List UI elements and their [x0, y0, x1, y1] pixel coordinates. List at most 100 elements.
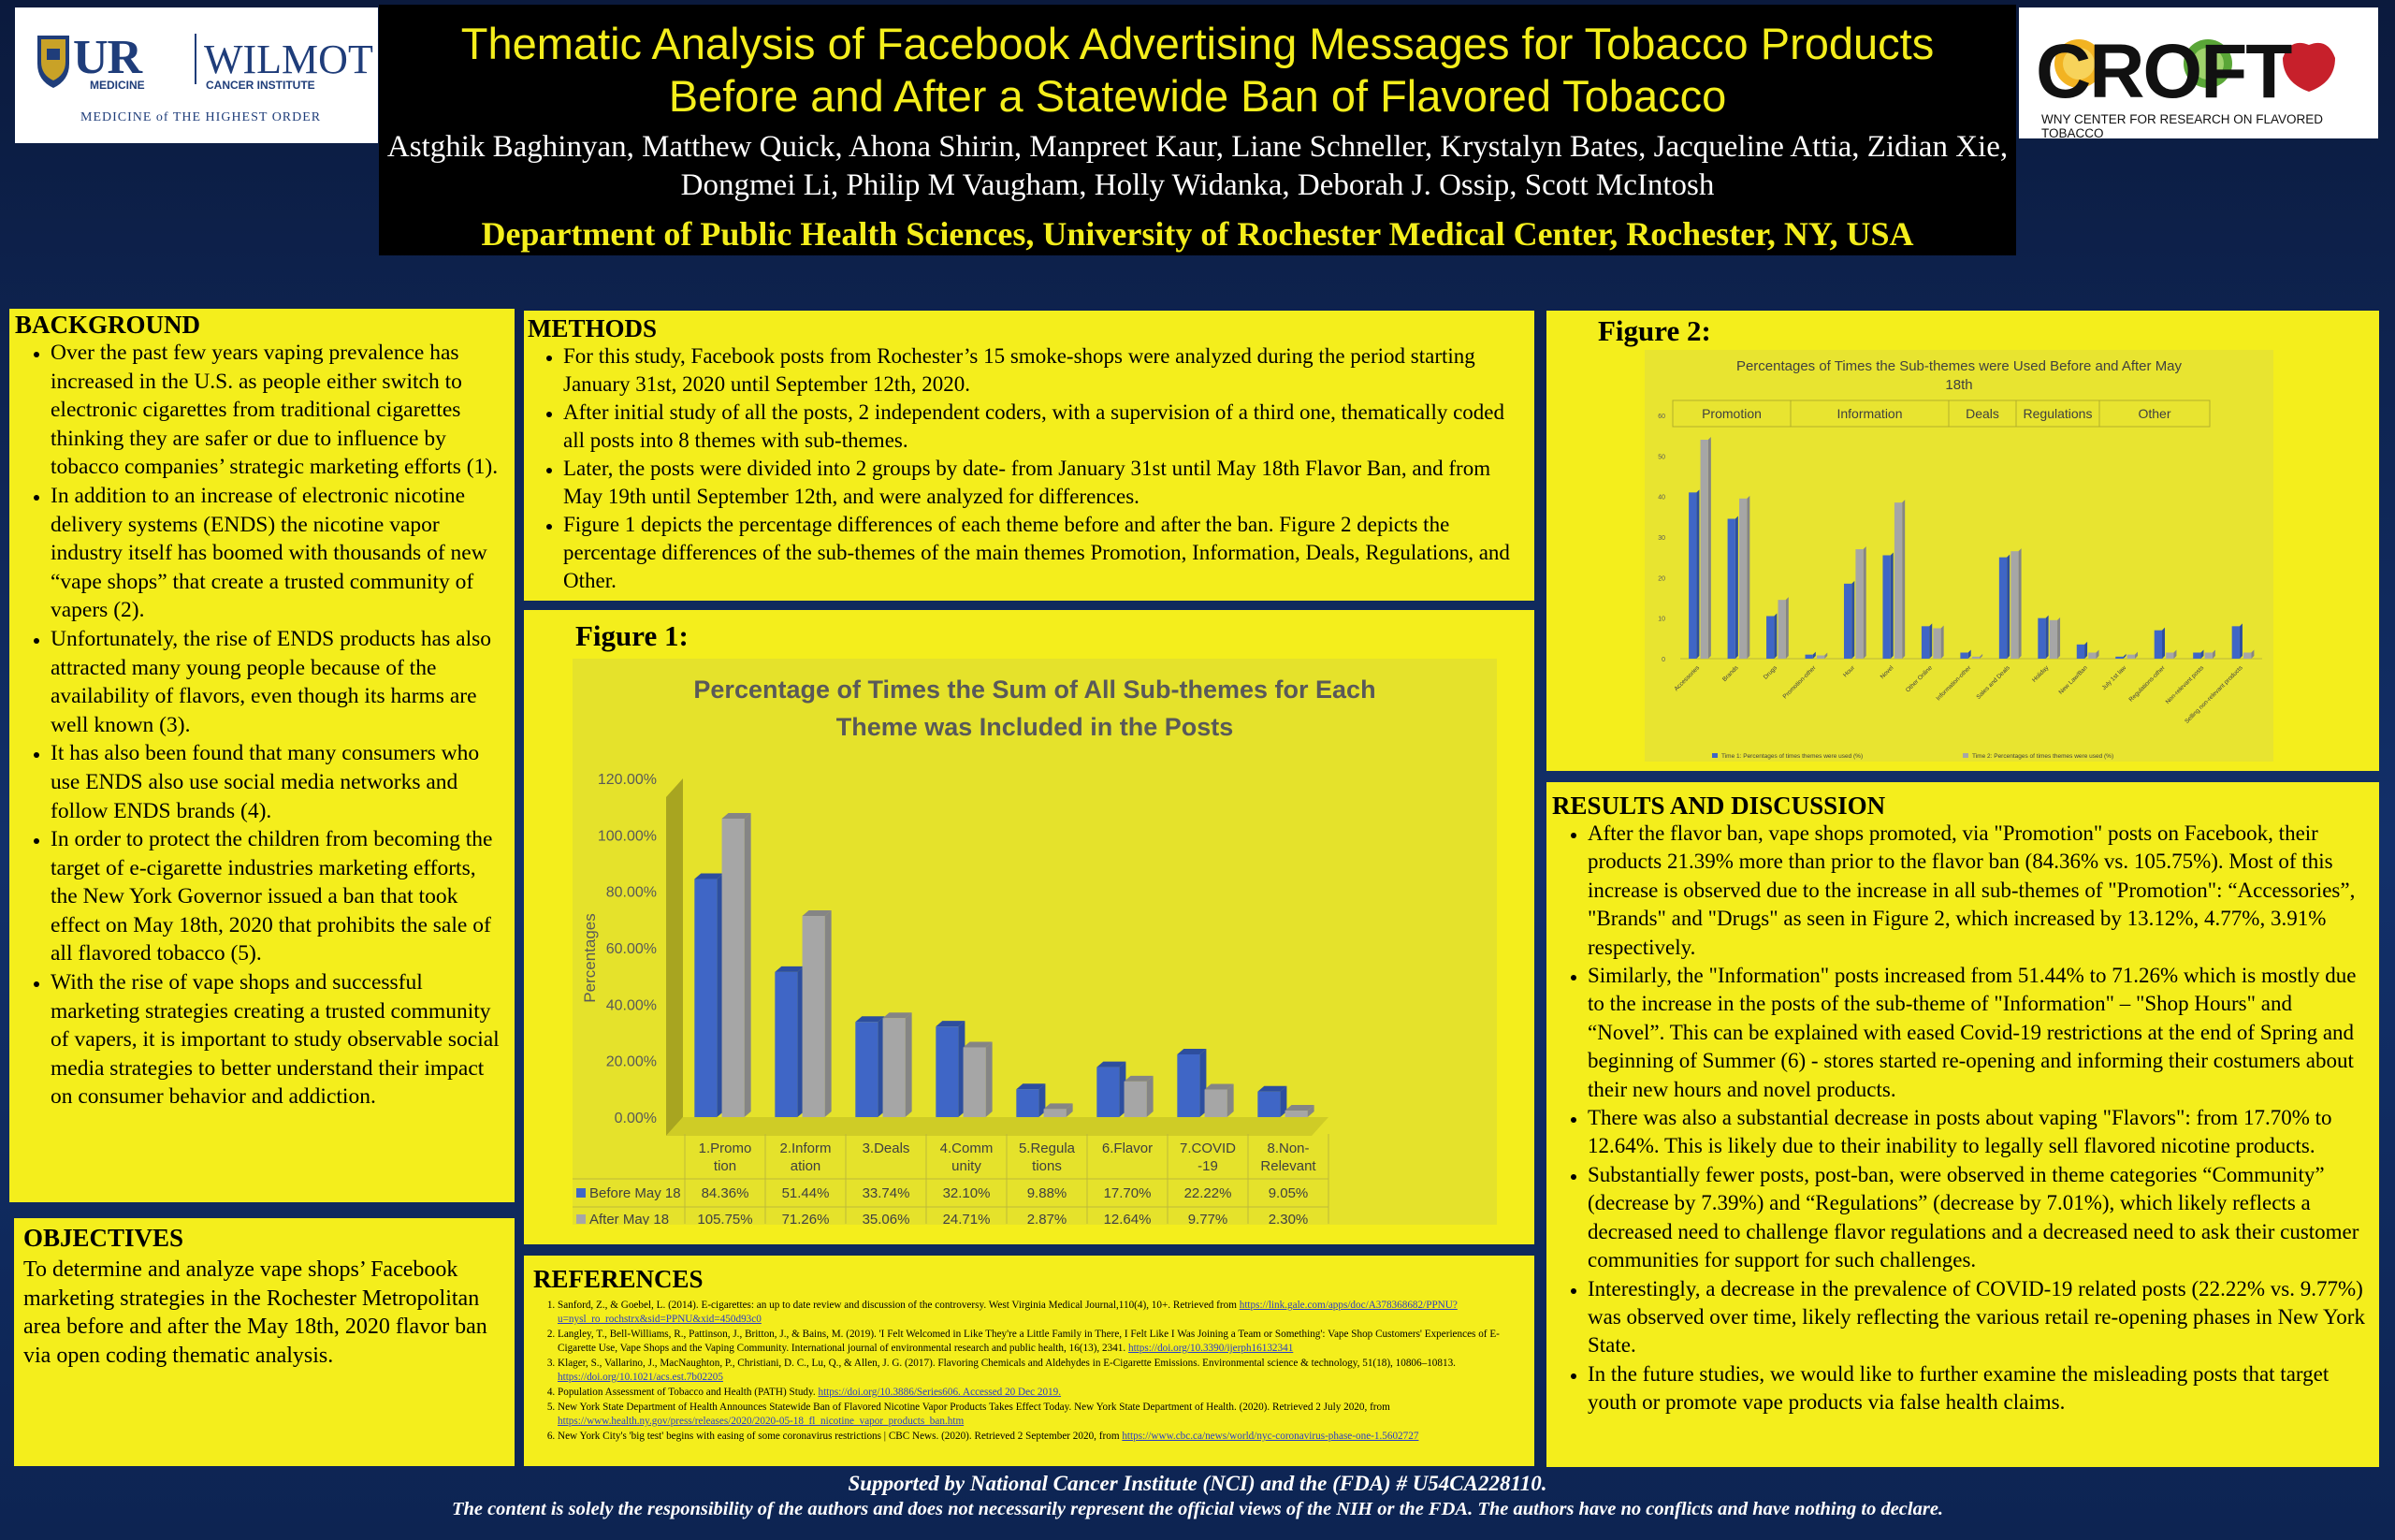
chart-y-ticks: 0 10 20 30 40 50 60	[1658, 414, 2262, 663]
ur-tagline: MEDICINE of THE HIGHEST ORDER	[80, 110, 322, 124]
bar-side	[2123, 653, 2126, 659]
y-tick-label: 40	[1658, 495, 1665, 501]
list-item: For this study, Facebook posts from Roch…	[563, 342, 1527, 399]
bar-side	[985, 1041, 993, 1117]
bar-top	[694, 873, 724, 879]
bar-side	[2096, 649, 2099, 659]
bar-time2	[2088, 652, 2097, 659]
chart-data-table: 1.Promo tion 84.36% 105.75% 2.Inform ation 51.…	[573, 1134, 1329, 1225]
bar-time2	[2010, 551, 2019, 659]
y-tick-label: 100.00%	[598, 828, 657, 844]
bar-side	[2212, 649, 2215, 659]
reference-link[interactable]: https://doi.org/10.3886/Series606. Acces…	[818, 1387, 1062, 1398]
figure1-section: Figure 1: Percentage of Times the Sum of…	[524, 610, 1534, 1244]
bar-time2	[1778, 600, 1786, 659]
bar-before	[1257, 1091, 1281, 1117]
legend-label-before: Before May 18	[589, 1185, 681, 1201]
bar-before	[1096, 1067, 1120, 1117]
bar-after	[882, 1018, 906, 1117]
bar-side	[1785, 597, 1789, 659]
bar-time1	[2193, 652, 2201, 659]
list-item: In order to protect the children from be…	[51, 825, 507, 968]
bar-side	[1735, 516, 1738, 659]
bar-after	[1204, 1089, 1227, 1117]
background-list: Over the past few years vaping prevalenc…	[15, 339, 507, 1111]
bar-time1	[2231, 626, 2240, 659]
reference-link[interactable]: https://www.cbc.ca/news/world/nyc-corona…	[1122, 1431, 1419, 1442]
chart-side-wall	[666, 778, 683, 1136]
reference-item: Klager, S., Vallarino, J., MacNaughton, …	[558, 1357, 1527, 1385]
group-header-label: Regulations	[2024, 406, 2093, 421]
bar-top	[1257, 1085, 1287, 1092]
bar-time2	[1816, 655, 1825, 659]
bar-side	[1940, 625, 1944, 659]
bar-side	[824, 910, 832, 1117]
data-label-after: 9.77%	[1188, 1212, 1228, 1225]
data-label-after: 24.71%	[943, 1212, 991, 1225]
bar-side	[2007, 554, 2010, 659]
data-label-before: 9.05%	[1269, 1185, 1309, 1201]
reference-link[interactable]: https://www.health.ny.gov/press/releases…	[558, 1416, 965, 1427]
bar-side	[1851, 580, 1855, 659]
bar-time1	[1766, 616, 1775, 659]
bar-time1	[1960, 652, 1968, 659]
list-item: Similarly, the "Information" posts incre…	[1588, 962, 2372, 1104]
group-header-label: Promotion	[1702, 406, 1762, 421]
methods-list: For this study, Facebook posts from Roch…	[528, 342, 1527, 595]
objectives-title: OBJECTIVES	[23, 1224, 184, 1252]
data-label-before: 84.36%	[702, 1185, 749, 1201]
bar-time1	[2115, 656, 2124, 659]
x-category-label: Relevant	[1260, 1158, 1316, 1174]
bar-time1	[1843, 583, 1852, 659]
reference-link[interactable]: https://link.gale.com/apps/doc/A37836868…	[558, 1300, 1458, 1325]
group-header-label: Other	[2138, 406, 2170, 421]
reference-link[interactable]: https://doi.org/10.3390/ijerph16132341	[1127, 1343, 1294, 1354]
ur-wordmark: UR	[73, 31, 142, 84]
bar-time2	[2049, 619, 2058, 659]
bar-time2	[1739, 498, 1748, 659]
reference-item: Sanford, Z., & Goebel, L. (2014). E-ciga…	[558, 1299, 1527, 1327]
bar-side	[1929, 623, 1933, 659]
bar-time2	[2166, 652, 2174, 659]
bar-time1	[2076, 644, 2085, 659]
department-line: Department of Public Health Sciences, Un…	[481, 215, 1914, 253]
bar-time1	[1998, 557, 2008, 659]
data-label-before: 51.44%	[782, 1185, 830, 1201]
bar-before	[1016, 1089, 1039, 1117]
bar-side	[2200, 649, 2204, 659]
bar-side	[2239, 623, 2243, 659]
bar-time2	[2204, 652, 2213, 659]
bar-before	[775, 971, 798, 1117]
bar-top	[1043, 1103, 1073, 1110]
data-label-after: 12.64%	[1104, 1212, 1152, 1225]
legend-swatch-before	[576, 1188, 586, 1198]
bar-top	[963, 1041, 993, 1048]
list-item: Unfortunately, the rise of ENDS products…	[51, 625, 507, 739]
croft-logo: CROFT WNY CENTER FOR RESEARCH ON FLAVORE…	[2019, 7, 2378, 140]
data-label-before: 17.70%	[1104, 1185, 1152, 1201]
results-title: RESULTS AND DISCUSSION	[1552, 792, 1886, 820]
croft-fruit-icon	[2054, 39, 2335, 92]
x-category-label: 8.Non-	[1267, 1140, 1309, 1156]
y-tick-label: 0	[1662, 657, 1665, 663]
bar-time2	[2243, 652, 2252, 659]
results-section: RESULTS AND DISCUSSION After the flavor …	[1546, 782, 2379, 1467]
bar-time2	[1855, 549, 1864, 659]
chart-title-line2: 18th	[1945, 377, 1972, 393]
chart-y-axis-title: Percentages	[581, 913, 599, 1002]
bar-time2	[2126, 654, 2135, 659]
group-header-frame	[1672, 400, 2211, 428]
list-item: Figure 1 depicts the percentage differen…	[563, 511, 1527, 595]
y-tick-label: 50	[1658, 454, 1665, 460]
bar-side	[905, 1012, 912, 1117]
croft-sub: WNY CENTER FOR RESEARCH ON FLAVORED TOBA…	[2041, 112, 2324, 140]
poster-header: Thematic Analysis of Facebook Advertisin…	[379, 5, 2016, 255]
chart-bars	[694, 812, 1314, 1117]
bar-before	[694, 879, 718, 1117]
data-label-before: 33.74%	[863, 1185, 910, 1201]
bar-top	[1016, 1083, 1046, 1090]
reference-link[interactable]: https://doi.org/10.1021/acs.est.7b02205	[558, 1372, 723, 1383]
bar-side	[2173, 649, 2177, 659]
x-category-label: ation	[791, 1158, 821, 1174]
bar-top	[1177, 1048, 1207, 1054]
